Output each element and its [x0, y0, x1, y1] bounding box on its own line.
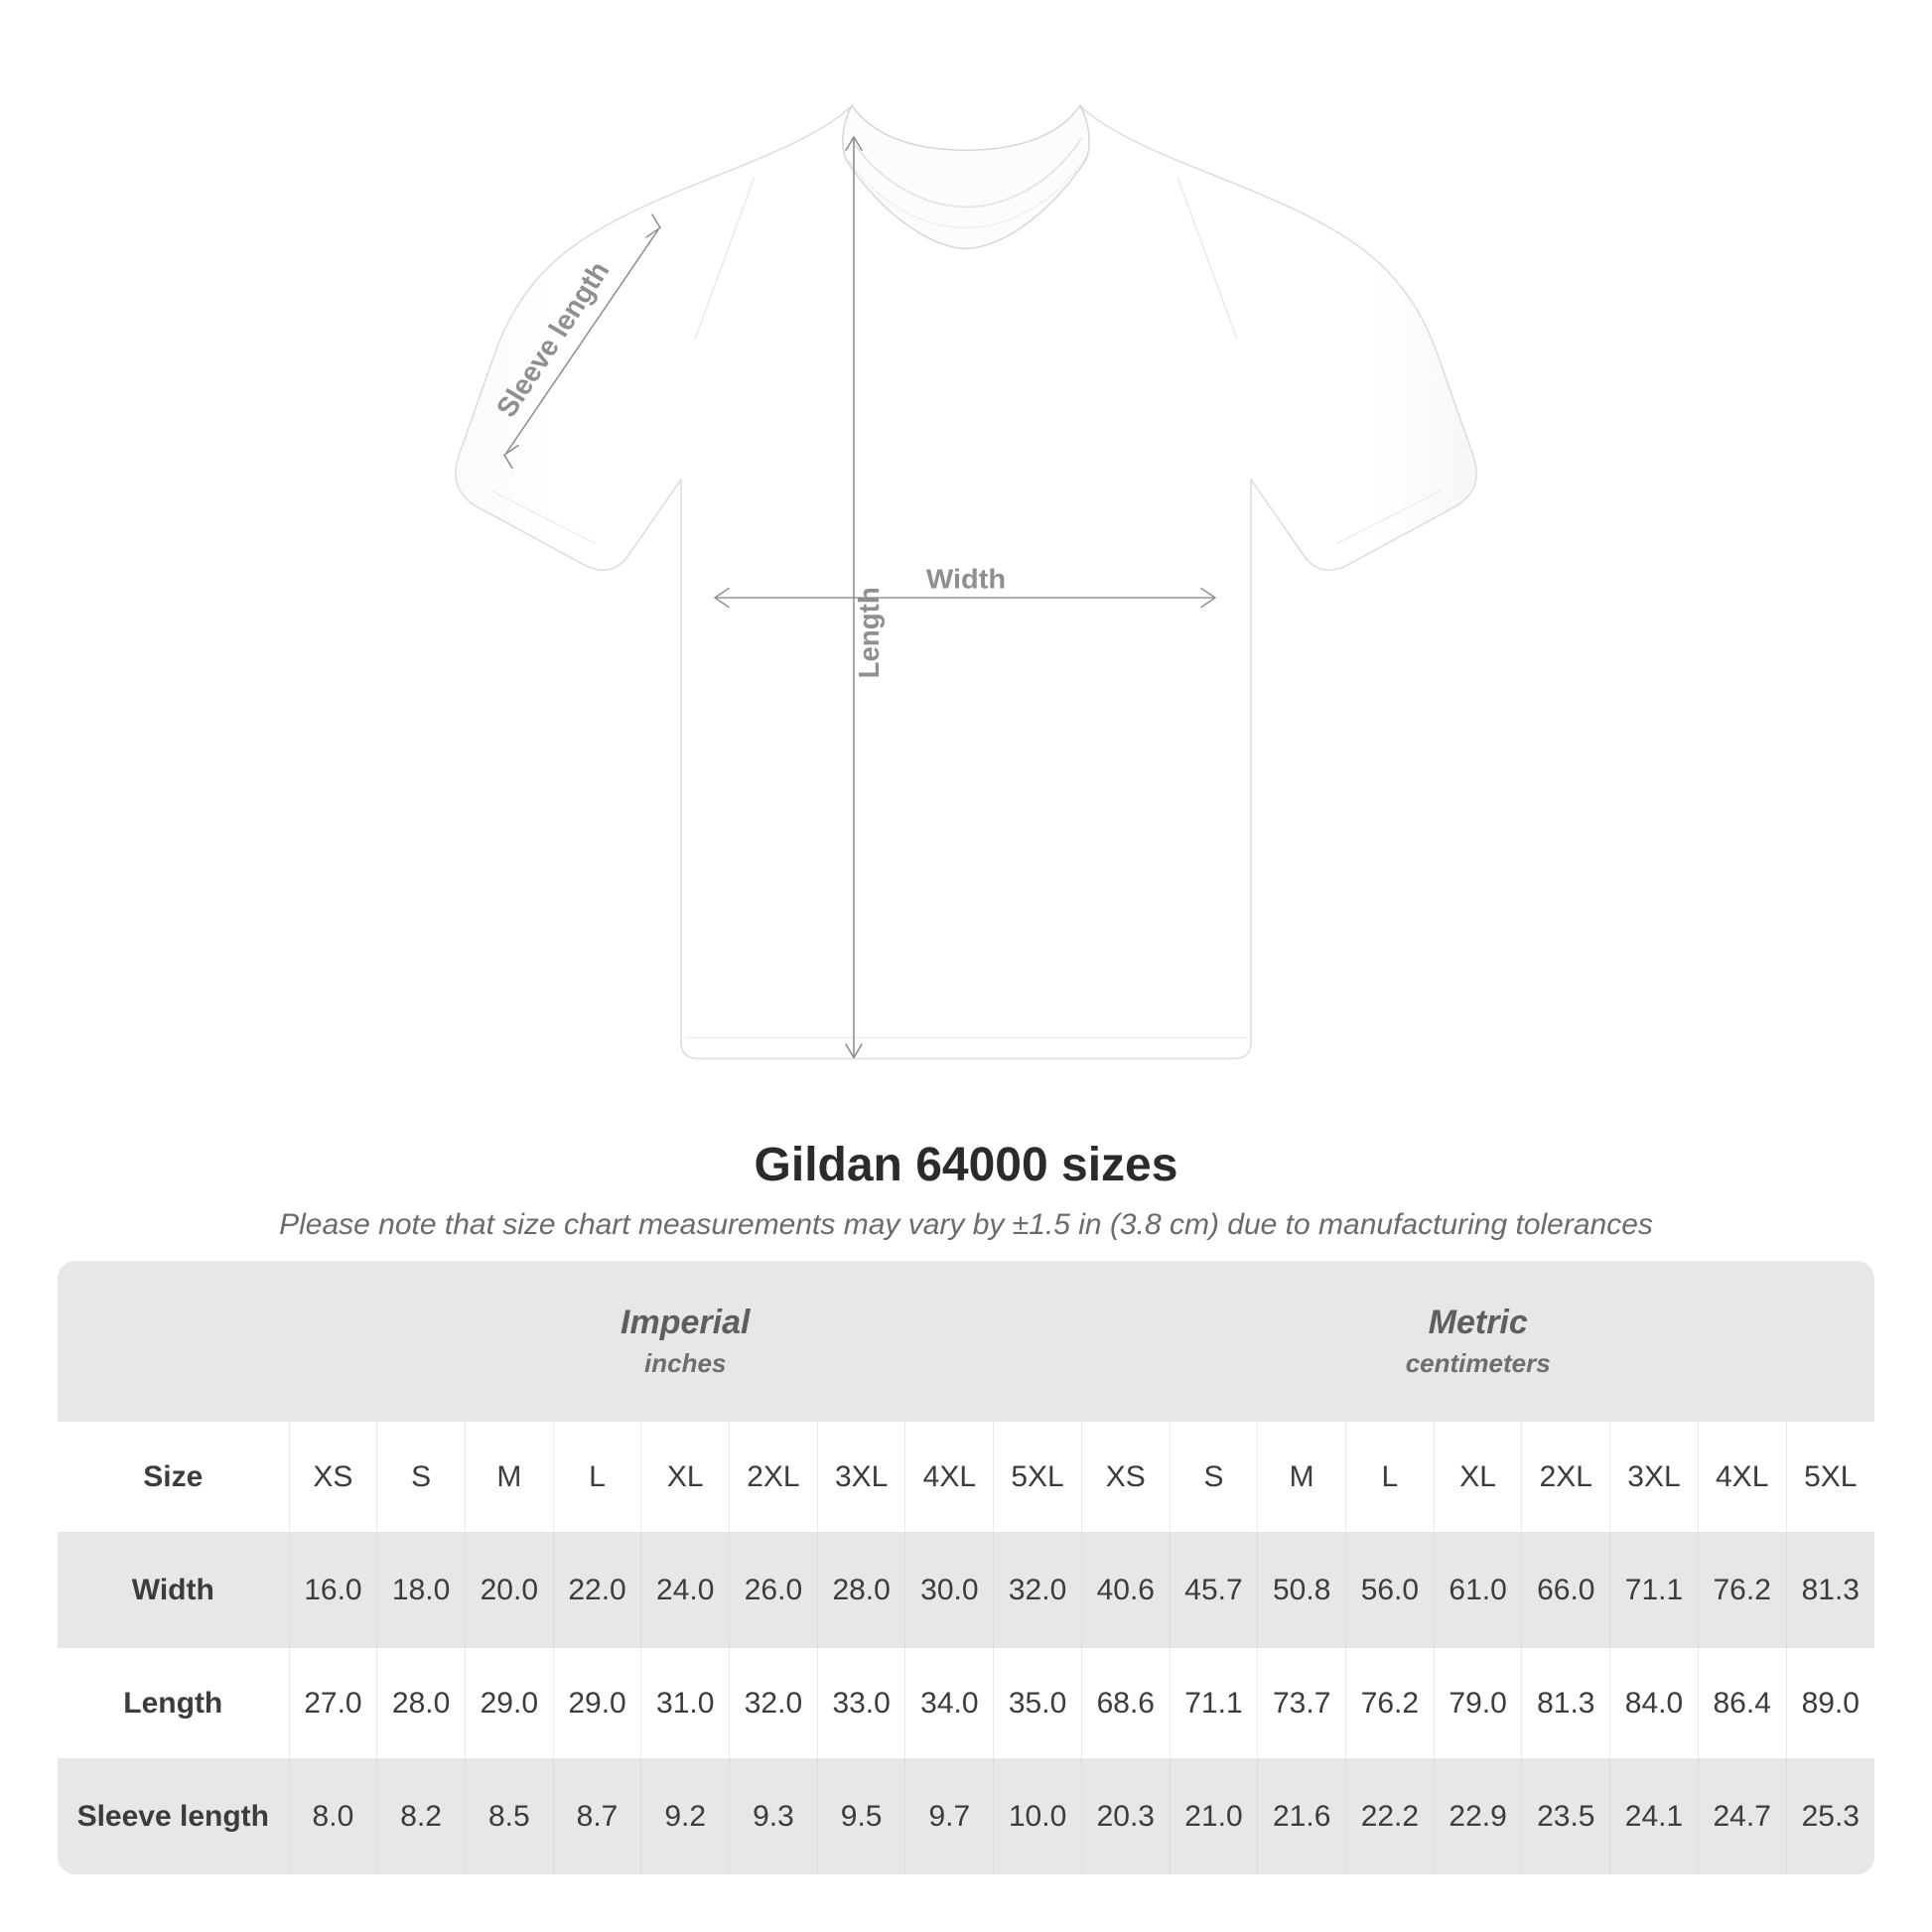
svg-text:Length: Length: [853, 587, 886, 678]
svg-text:Width: Width: [926, 564, 1006, 595]
